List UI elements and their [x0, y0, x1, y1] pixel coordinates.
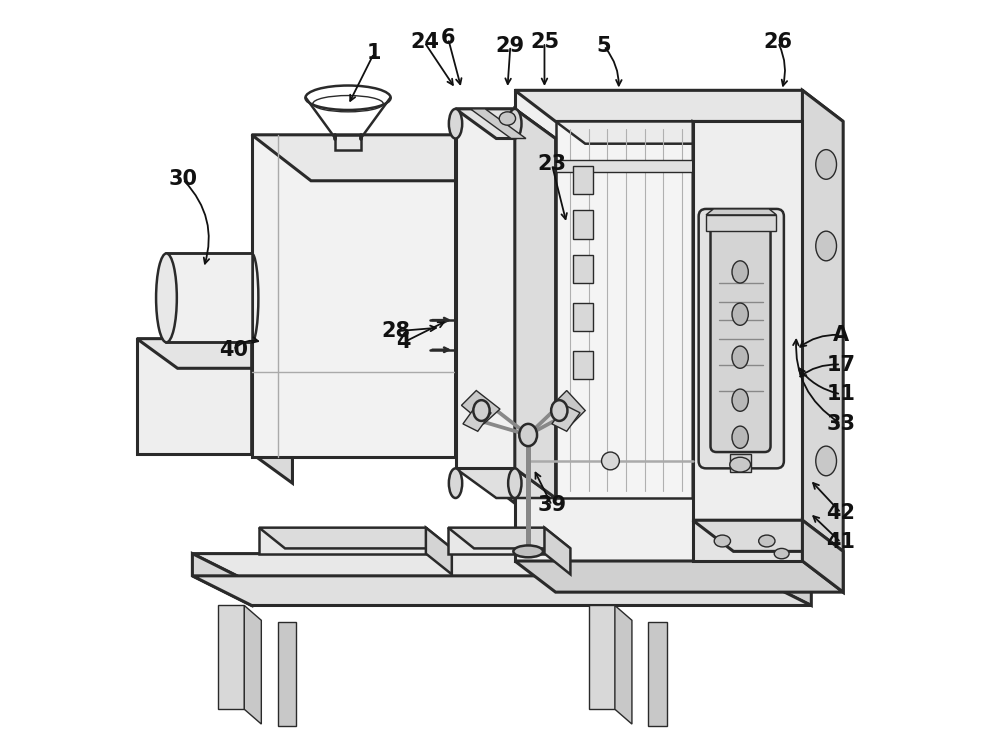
- Polygon shape: [573, 211, 593, 239]
- Ellipse shape: [732, 389, 748, 411]
- Polygon shape: [244, 606, 261, 724]
- Polygon shape: [456, 109, 515, 469]
- Text: 29: 29: [496, 36, 525, 56]
- Ellipse shape: [732, 261, 748, 283]
- Text: 24: 24: [410, 32, 439, 52]
- Polygon shape: [456, 469, 556, 498]
- Polygon shape: [456, 109, 556, 138]
- Text: 23: 23: [537, 155, 566, 174]
- Polygon shape: [802, 520, 843, 592]
- Ellipse shape: [513, 545, 543, 557]
- Text: 33: 33: [826, 414, 855, 434]
- Ellipse shape: [508, 469, 521, 498]
- Ellipse shape: [602, 452, 619, 470]
- FancyBboxPatch shape: [699, 209, 784, 469]
- Ellipse shape: [774, 548, 789, 559]
- Polygon shape: [448, 527, 544, 554]
- FancyBboxPatch shape: [711, 222, 771, 452]
- Polygon shape: [515, 90, 802, 561]
- Text: 39: 39: [537, 496, 566, 516]
- Polygon shape: [192, 554, 252, 606]
- Polygon shape: [693, 121, 722, 520]
- Polygon shape: [456, 109, 556, 138]
- Polygon shape: [556, 160, 693, 172]
- Polygon shape: [556, 121, 693, 498]
- Text: 41: 41: [826, 533, 855, 553]
- Ellipse shape: [759, 535, 775, 547]
- Text: A: A: [833, 325, 849, 345]
- Text: 6: 6: [441, 28, 455, 48]
- Polygon shape: [515, 109, 556, 498]
- Ellipse shape: [473, 400, 490, 421]
- Ellipse shape: [732, 346, 748, 368]
- Polygon shape: [730, 454, 751, 472]
- Polygon shape: [192, 554, 811, 583]
- Text: 25: 25: [530, 32, 559, 52]
- Polygon shape: [556, 121, 722, 144]
- Polygon shape: [426, 527, 452, 574]
- Polygon shape: [589, 606, 615, 709]
- Ellipse shape: [519, 424, 537, 446]
- Text: 11: 11: [826, 384, 855, 404]
- Text: 28: 28: [382, 321, 411, 341]
- Polygon shape: [463, 405, 491, 432]
- Text: 42: 42: [826, 503, 855, 523]
- Polygon shape: [552, 405, 580, 432]
- Polygon shape: [252, 135, 515, 181]
- Ellipse shape: [732, 303, 748, 325]
- Polygon shape: [470, 109, 526, 138]
- Polygon shape: [515, 561, 843, 592]
- Polygon shape: [693, 520, 843, 551]
- Polygon shape: [218, 606, 244, 709]
- Polygon shape: [515, 90, 843, 121]
- Ellipse shape: [816, 150, 837, 179]
- Polygon shape: [259, 527, 452, 548]
- Polygon shape: [544, 527, 570, 574]
- Polygon shape: [137, 339, 292, 368]
- Polygon shape: [456, 135, 515, 503]
- Ellipse shape: [508, 109, 521, 138]
- Polygon shape: [693, 520, 802, 561]
- Polygon shape: [448, 527, 570, 548]
- Text: 5: 5: [596, 36, 611, 56]
- Ellipse shape: [816, 231, 837, 261]
- Ellipse shape: [732, 426, 748, 449]
- Polygon shape: [752, 554, 811, 606]
- Polygon shape: [192, 576, 811, 606]
- Polygon shape: [648, 622, 667, 725]
- Polygon shape: [335, 135, 361, 150]
- Polygon shape: [252, 339, 292, 483]
- Polygon shape: [573, 351, 593, 379]
- Ellipse shape: [816, 446, 837, 475]
- Polygon shape: [573, 255, 593, 283]
- Polygon shape: [693, 121, 802, 520]
- Ellipse shape: [499, 112, 516, 125]
- Text: 1: 1: [367, 43, 381, 63]
- Polygon shape: [706, 215, 776, 231]
- Polygon shape: [461, 391, 500, 424]
- Polygon shape: [137, 339, 252, 454]
- Ellipse shape: [449, 109, 462, 138]
- Polygon shape: [573, 303, 593, 331]
- Polygon shape: [706, 209, 776, 215]
- Text: 17: 17: [826, 355, 855, 374]
- Polygon shape: [573, 166, 593, 194]
- Text: 30: 30: [168, 170, 197, 189]
- Polygon shape: [278, 622, 296, 725]
- Text: 26: 26: [763, 32, 792, 52]
- Text: 4: 4: [396, 333, 411, 353]
- Ellipse shape: [449, 469, 462, 498]
- Ellipse shape: [156, 254, 177, 342]
- Polygon shape: [615, 606, 632, 724]
- Ellipse shape: [551, 400, 567, 421]
- Polygon shape: [166, 254, 252, 342]
- Ellipse shape: [714, 535, 731, 547]
- Ellipse shape: [730, 458, 751, 472]
- Polygon shape: [259, 527, 426, 554]
- Text: 40: 40: [219, 340, 248, 360]
- Polygon shape: [552, 391, 585, 426]
- Polygon shape: [802, 90, 843, 592]
- Polygon shape: [252, 135, 456, 458]
